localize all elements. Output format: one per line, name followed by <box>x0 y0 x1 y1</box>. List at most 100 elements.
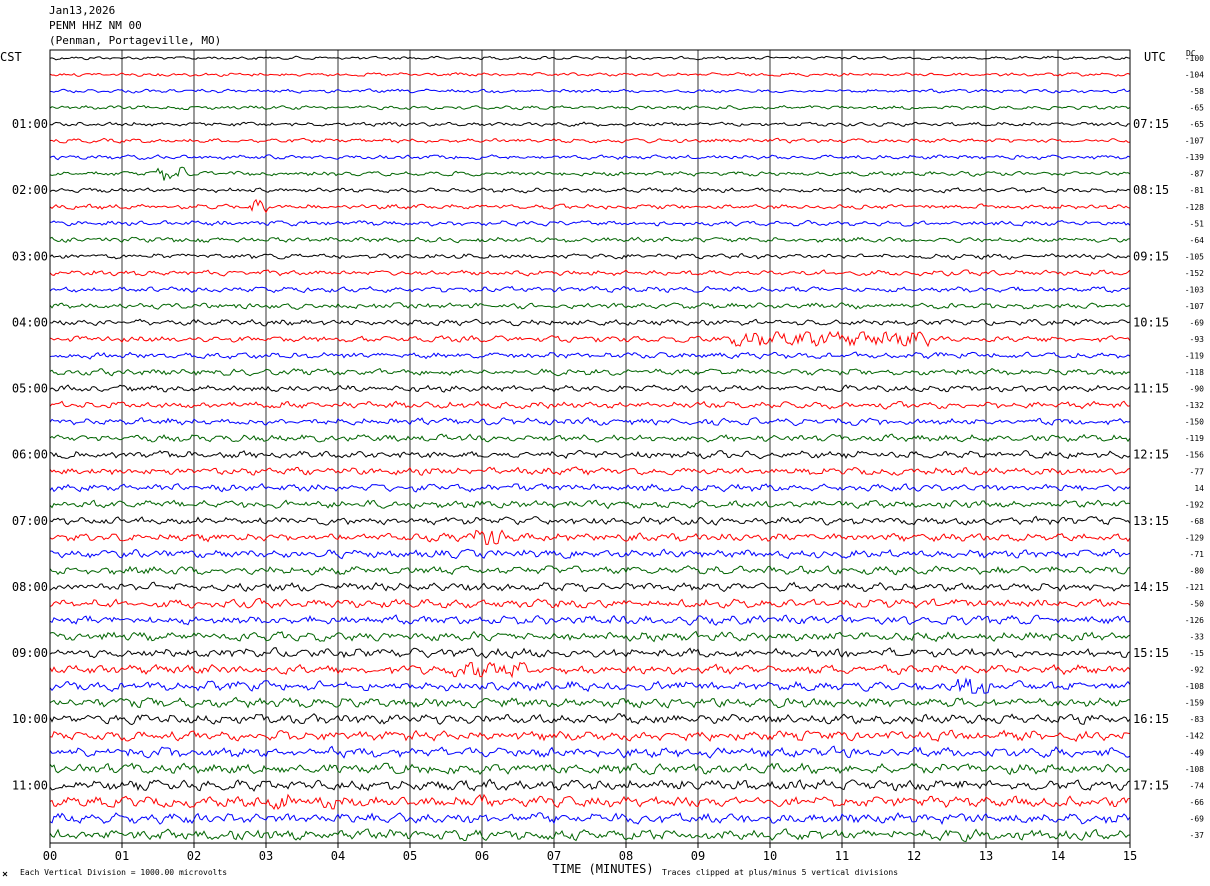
trace-line <box>49 828 1131 843</box>
dc-offset-label: -132 <box>1185 401 1204 410</box>
cst-hour-label: 09:00 <box>12 646 48 660</box>
dc-offset-label: -65 <box>1190 120 1205 129</box>
trace-line <box>49 449 1131 460</box>
trace-line <box>49 154 1131 161</box>
x-tick-label: 15 <box>1123 849 1137 863</box>
dc-offset-label: -74 <box>1190 781 1205 790</box>
dc-offset-label: -128 <box>1185 203 1204 212</box>
cst-hour-label: 07:00 <box>12 514 48 528</box>
dc-offset-label: -51 <box>1190 219 1205 228</box>
trace-line <box>49 400 1131 410</box>
trace-line <box>49 677 1131 694</box>
cst-hour-label: 01:00 <box>12 117 48 131</box>
dc-offset-label: -108 <box>1185 765 1204 774</box>
dc-offset-label: -118 <box>1185 368 1204 377</box>
dc-offset-label: -77 <box>1190 467 1205 476</box>
utc-hour-label: 15:15 <box>1133 646 1169 660</box>
cst-hour-label: 02:00 <box>12 183 48 197</box>
trace-line <box>49 466 1131 476</box>
x-tick-label: 07 <box>547 849 561 863</box>
trace-line <box>49 302 1131 310</box>
dc-offset-label: -68 <box>1190 517 1205 526</box>
dc-offset-label: -159 <box>1185 699 1204 708</box>
utc-hour-label: 14:15 <box>1133 580 1169 594</box>
trace-line <box>49 647 1131 659</box>
trace-line <box>49 515 1131 526</box>
x-tick-label: 01 <box>115 849 129 863</box>
trace-line <box>49 417 1131 427</box>
trace-line <box>49 104 1131 111</box>
dc-offset-label: -139 <box>1185 153 1204 162</box>
dc-offset-label: -150 <box>1185 418 1204 427</box>
dc-offset-label: -100 <box>1185 54 1204 63</box>
trace-line <box>49 252 1131 261</box>
trace-line <box>49 661 1131 679</box>
dc-offset-label: -58 <box>1190 87 1205 96</box>
trace-line <box>49 351 1131 360</box>
trace-line <box>49 285 1130 294</box>
dc-offset-label: -64 <box>1190 236 1205 245</box>
trace-line <box>49 55 1131 61</box>
trace-line <box>49 565 1131 576</box>
x-tick-label: 12 <box>907 849 921 863</box>
x-tick-label: 09 <box>691 849 705 863</box>
dc-offset-label: -50 <box>1190 599 1205 608</box>
dc-offset-label: -92 <box>1190 666 1205 675</box>
utc-hour-label: 16:15 <box>1133 712 1169 726</box>
dc-offset-label: -49 <box>1190 748 1205 757</box>
x-tick-label: 11 <box>835 849 849 863</box>
utc-hour-label: 12:15 <box>1133 448 1169 462</box>
dc-offset-label: -152 <box>1185 269 1204 278</box>
x-tick-label: 05 <box>403 849 417 863</box>
trace-line <box>49 812 1131 825</box>
trace-line <box>49 367 1131 377</box>
dc-offset-label: -105 <box>1185 252 1204 261</box>
x-tick-label: 02 <box>187 849 201 863</box>
dc-offset-label: -71 <box>1190 550 1205 559</box>
dc-offset-label: -93 <box>1190 335 1205 344</box>
trace-line <box>50 548 1131 560</box>
dc-offset-label: -156 <box>1185 451 1204 460</box>
trace-line <box>49 137 1131 144</box>
utc-hour-label: 07:15 <box>1133 117 1169 131</box>
trace-line <box>49 614 1131 626</box>
utc-axis-title: UTC <box>1144 50 1166 64</box>
trace-line <box>49 88 1131 94</box>
trace-line <box>49 529 1131 545</box>
dc-offset-label: -33 <box>1190 633 1205 642</box>
dc-offset-label: -121 <box>1185 583 1204 592</box>
minute-gridlines <box>121 50 1059 843</box>
dc-offset-label: -66 <box>1190 798 1205 807</box>
trace-line <box>49 745 1131 759</box>
dc-offset-label: -87 <box>1190 170 1205 179</box>
trace-line <box>49 166 1131 181</box>
dc-offset-label: 14 <box>1194 484 1204 493</box>
cst-hour-label: 03:00 <box>12 249 48 263</box>
cst-hour-label: 06:00 <box>12 448 48 462</box>
x-tick-label: 08 <box>619 849 633 863</box>
trace-line <box>49 433 1131 443</box>
dc-offset-label: -107 <box>1185 137 1204 146</box>
trace-line <box>49 696 1131 709</box>
dc-offset-label: -126 <box>1185 616 1204 625</box>
utc-hour-label: 09:15 <box>1133 249 1169 263</box>
x-tick-label: 03 <box>259 849 273 863</box>
cst-hour-label: 10:00 <box>12 712 48 726</box>
utc-hour-label: 08:15 <box>1133 183 1169 197</box>
dc-offset-label: -80 <box>1190 566 1205 575</box>
dc-offset-label: -103 <box>1185 285 1204 294</box>
x-tick-label: 06 <box>475 849 489 863</box>
trace-line <box>49 630 1131 643</box>
trace-line <box>49 482 1131 493</box>
header-station: PENM HHZ NM 00 <box>49 19 142 32</box>
dc-offset-label: -65 <box>1190 104 1205 113</box>
axis-labels: 00 01 02 03 04 05 06 07 08 09 10 11 12 13 14 15 TIME (MI… <box>0 49 1204 877</box>
trace-line <box>49 597 1131 609</box>
x-tick-label: 04 <box>331 849 345 863</box>
x-tick-label: 00 <box>43 849 57 863</box>
utc-hour-label: 13:15 <box>1133 514 1169 528</box>
trace-line <box>49 72 1131 77</box>
trace-line <box>49 581 1131 593</box>
trace-line <box>49 713 1131 726</box>
